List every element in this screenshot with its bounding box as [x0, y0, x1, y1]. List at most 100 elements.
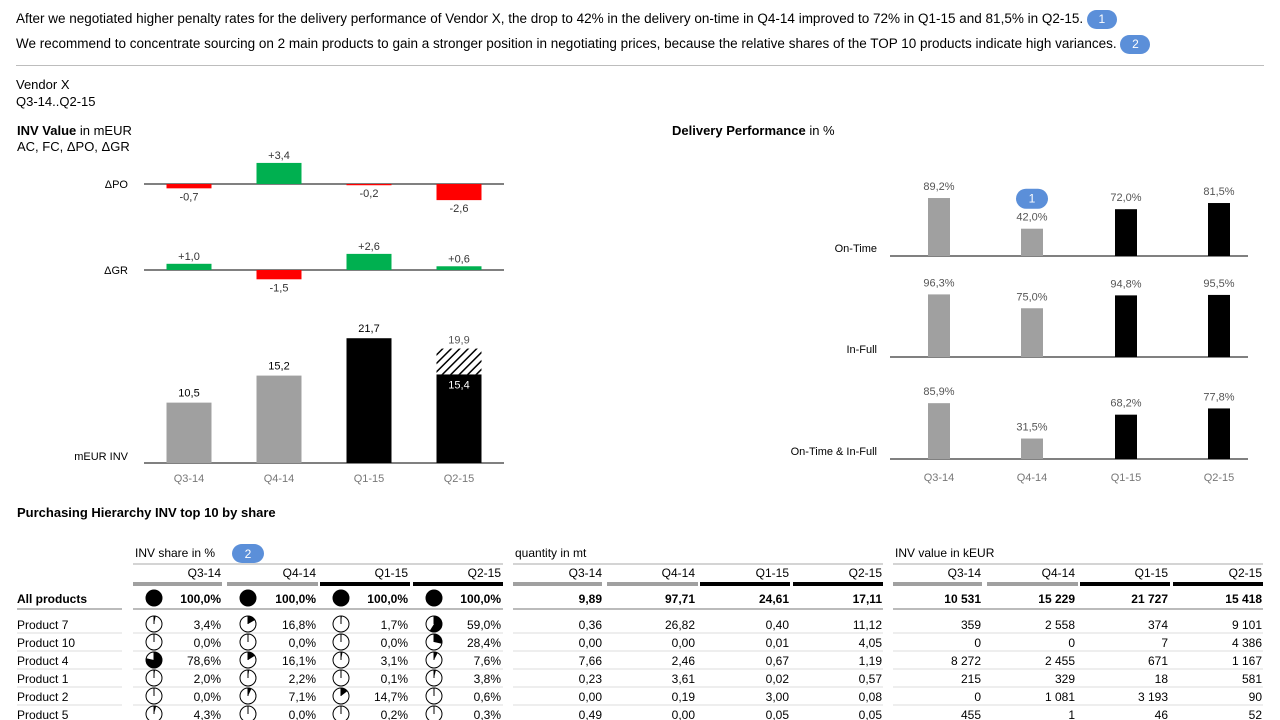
delta-gr-bar — [436, 266, 482, 270]
value-cell: 581 — [1242, 672, 1262, 686]
share-pie-fill — [434, 634, 442, 644]
share-cell: 78,6% — [187, 654, 221, 668]
value-cell: 329 — [1055, 672, 1075, 686]
on-time-in-full-bar — [928, 403, 950, 459]
value-cell: 215 — [961, 672, 981, 686]
delta-po-bar — [256, 162, 302, 184]
share-pie-fill — [248, 616, 255, 624]
qty-cell: 0,05 — [766, 708, 790, 720]
period-scenario-bar — [793, 582, 883, 586]
on-time-in-full-bar — [1021, 438, 1043, 459]
qty-cell: 0,08 — [859, 690, 883, 704]
share-cell: 3,4% — [194, 618, 222, 632]
share-pie-fill — [426, 590, 442, 606]
on-time-in-full-value-label: 77,8% — [1203, 391, 1234, 403]
share-pie-fill — [240, 590, 256, 606]
share-cell: 0,0% — [194, 690, 222, 704]
message-1-badge: 1 — [1086, 10, 1117, 29]
entity-name: Vendor X — [16, 77, 70, 92]
in-full-value-label: 75,0% — [1016, 291, 1047, 303]
quantity-in-mt-group-label: quantity in mt — [515, 546, 587, 560]
delta-po-bar — [166, 184, 212, 189]
on-time-bar — [928, 198, 950, 256]
share-cell: 0,0% — [289, 708, 317, 720]
qty-cell: 0,67 — [766, 654, 790, 668]
period-scenario-bar — [700, 582, 790, 586]
period-range: Q3-14..Q2-15 — [16, 94, 96, 109]
value-cell: 21 727 — [1131, 592, 1168, 606]
inv-chart-title-unit: in mEUR — [79, 123, 132, 138]
share-cell: 28,4% — [467, 636, 501, 650]
period-scenario-bar — [607, 582, 698, 586]
value-cell: 0 — [1068, 636, 1075, 650]
share-cell: 7,6% — [474, 654, 502, 668]
inv-bar — [436, 374, 482, 463]
on-time-value-label: 72,0% — [1110, 192, 1141, 204]
value-cell: 8 272 — [951, 654, 981, 668]
value-cell: 10 531 — [944, 592, 981, 606]
share-cell: 0,0% — [381, 636, 409, 650]
period-scenario-bar — [1173, 582, 1263, 586]
share-cell: 16,1% — [282, 654, 316, 668]
delta-gr-bar — [346, 253, 392, 270]
period-header: Q4-14 — [1042, 566, 1076, 580]
share-cell: 2,0% — [194, 672, 222, 686]
share-cell: 100,0% — [275, 592, 316, 606]
qty-cell: 0,00 — [579, 636, 603, 650]
share-cell: 0,0% — [289, 636, 317, 650]
delivery-category-label: Q4-14 — [1017, 472, 1048, 484]
share-pie-fill — [145, 652, 162, 668]
share-pie-fill — [434, 652, 438, 660]
share-pie-fill — [341, 616, 342, 624]
share-pie-fill — [248, 688, 252, 696]
message-1: After we negotiated higher penalty rates… — [16, 10, 1117, 29]
value-cell: 2 455 — [1045, 654, 1075, 668]
period-scenario-bar — [513, 582, 602, 586]
qty-cell: 7,66 — [579, 654, 603, 668]
qty-cell: 0,57 — [859, 672, 883, 686]
share-pie-fill — [146, 590, 162, 606]
share-cell: 1,7% — [381, 618, 409, 632]
value-cell: 90 — [1249, 690, 1263, 704]
share-cell: 7,1% — [289, 690, 317, 704]
qty-cell: 0,00 — [672, 708, 696, 720]
period-header: Q3-14 — [948, 566, 982, 580]
period-scenario-bar — [320, 582, 410, 586]
in-full-bar — [1208, 294, 1230, 357]
row-label-product-4: Product 4 — [17, 654, 69, 668]
share-pie-fill — [429, 616, 442, 632]
share-pie-fill — [333, 590, 349, 606]
on-time-bar — [1021, 228, 1043, 256]
inv-bar — [166, 402, 212, 463]
share-pie-fill — [434, 670, 436, 678]
value-cell: 0 — [974, 690, 981, 704]
delta-gr-bar — [166, 263, 212, 270]
delta-po-value-label: -0,2 — [360, 188, 379, 200]
period-header: Q1-15 — [375, 566, 409, 580]
share-cell: 0,0% — [194, 636, 222, 650]
inv-value-in-keur-group-label: INV value in kEUR — [895, 546, 995, 560]
in-full-value-label: 94,8% — [1110, 278, 1141, 290]
on-time-bar — [1208, 203, 1230, 256]
qty-cell: 1,19 — [859, 654, 883, 668]
period-header: Q2-15 — [468, 566, 502, 580]
share-pie-fill — [341, 688, 348, 696]
on-time-in-full-bar — [1115, 414, 1137, 459]
row-label-product-2: Product 2 — [17, 690, 69, 704]
inv-chart-subtitle: AC, FC, ΔPO, ΔGR — [17, 139, 130, 154]
qty-cell: 0,40 — [766, 618, 790, 632]
share-cell: 3,1% — [381, 654, 409, 668]
inv-forecast-bar — [436, 348, 482, 375]
share-cell: 100,0% — [180, 592, 221, 606]
period-scenario-bar — [1080, 582, 1170, 586]
inv-value-label: 21,7 — [358, 323, 379, 335]
row-label-product-7: Product 7 — [17, 618, 69, 632]
inv-chart-title-main: INV Value — [17, 123, 77, 138]
value-cell: 15 418 — [1225, 592, 1262, 606]
qty-cell: 0,00 — [672, 636, 696, 650]
qty-cell: 0,05 — [859, 708, 883, 720]
row-label-product-1: Product 1 — [17, 672, 69, 686]
on-time-in-full-bar — [1208, 408, 1230, 459]
qty-cell: 11,12 — [853, 618, 882, 632]
share-pie-fill — [248, 670, 250, 678]
